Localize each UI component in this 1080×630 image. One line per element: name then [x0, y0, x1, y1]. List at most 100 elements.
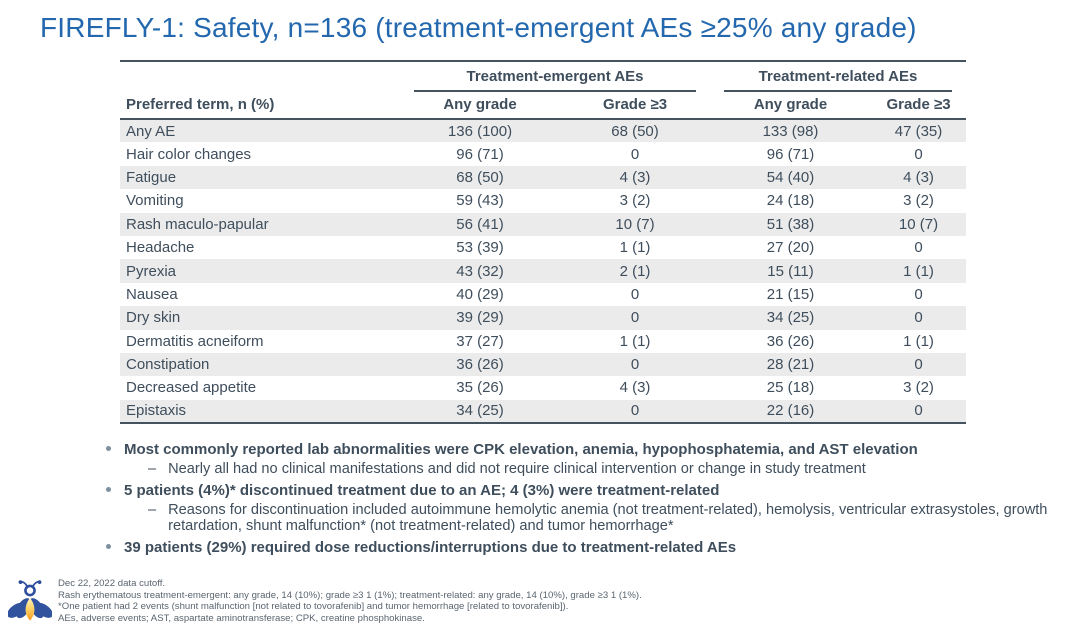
ae-value-cell: 51 (38) [766, 215, 815, 233]
ae-value-cell: 4 (3) [619, 168, 651, 186]
ae-term-cell: Dermatitis acneiform [126, 332, 264, 350]
ae-value-cell: 0 [914, 402, 923, 420]
ae-value-cell: 59 (43) [456, 192, 504, 210]
ae-value-cell: 22 (16) [766, 402, 815, 420]
ae-value-cell: 0 [914, 309, 923, 327]
bullet-text: 5 patients (4%)* discontinued treatment … [124, 482, 720, 499]
ae-value-cell: 0 [914, 356, 923, 374]
footnote-line: Dec 22, 2022 data cutoff. [58, 578, 166, 589]
bullet-dot-icon [106, 486, 111, 492]
footnote-line: *One patient had 2 events (shunt malfunc… [58, 601, 569, 613]
table-row: Epistaxis 34 (25) 0 22 (16) 0 [120, 399, 966, 424]
column-header-row: Preferred term, n (%) Any grade Grade ≥3… [120, 92, 966, 120]
ae-table-container: Treatment-emergent AEs Treatment-related… [120, 60, 966, 425]
bullet-item: 5 patients (4%)* discontinued treatment … [104, 482, 1064, 499]
ae-value-cell: 47 (35) [894, 122, 943, 140]
sub-bullet-dash: – [148, 502, 157, 518]
table-row: Decreased appetite 35 (26) 4 (3) 25 (18) 3 (… [120, 376, 966, 399]
col-header-tr-any-grade: Any grade [710, 92, 871, 120]
bullet-dot-icon [106, 445, 111, 451]
sub-bullet-dash: – [148, 461, 157, 477]
bullet-dot-icon [106, 543, 111, 549]
ae-value-cell: 1 (1) [619, 332, 651, 350]
ae-value-cell: 35 (26) [456, 379, 504, 397]
ae-term-cell: Nausea [126, 285, 178, 303]
ae-term-cell: Constipation [126, 356, 210, 374]
table-row: Hair color changes 96 (71) 0 96 (71) 0 [120, 142, 966, 165]
ae-value-cell: 54 (40) [766, 168, 815, 186]
ae-value-cell: 1 (1) [903, 332, 934, 350]
ae-value-cell: 96 (71) [766, 145, 815, 163]
ae-value-cell: 53 (39) [456, 239, 504, 257]
bullet-list: Most commonly reported lab abnormalities… [104, 436, 1064, 556]
ae-value-cell: 36 (26) [766, 332, 815, 350]
ae-value-cell: 0 [914, 285, 923, 303]
ae-value-cell: 4 (3) [903, 168, 934, 186]
table-row: Any AE 136 (100) 68 (50) 133 (98) 47 (35) [120, 119, 966, 143]
table-row: Vomiting 59 (43) 3 (2) 24 (18) 3 (2) [120, 189, 966, 212]
ae-value-cell: 3 (2) [903, 192, 934, 210]
ae-value-cell: 10 (7) [615, 215, 655, 233]
ae-value-cell: 36 (26) [456, 356, 504, 374]
col-header-preferred-term: Preferred term, n (%) [120, 92, 400, 120]
ae-value-cell: 136 (100) [447, 122, 513, 140]
ae-value-cell: 56 (41) [456, 215, 504, 233]
table-row: Constipation 36 (26) 0 28 (21) 0 [120, 352, 966, 377]
ae-value-cell: 15 (11) [767, 262, 814, 280]
ae-value-cell: 28 (21) [766, 356, 815, 374]
ae-term-cell: Dry skin [126, 309, 181, 327]
ae-term-cell: Headache [126, 239, 195, 257]
ae-value-cell: 0 [630, 309, 640, 327]
ae-value-cell: 0 [630, 285, 640, 303]
table-row: Fatigue 68 (50) 4 (3) 54 (40) 4 (3) [120, 165, 966, 190]
sub-bullet-item: – Nearly all had no clinical manifestatio… [148, 461, 1064, 477]
ae-value-cell: 0 [630, 402, 640, 420]
bullet-text: 39 patients (29%) required dose reductio… [124, 539, 737, 556]
ae-value-cell: 21 (15) [766, 285, 815, 303]
ae-term-cell: Pyrexia [126, 262, 177, 280]
ae-term-cell: Rash maculo-papular [126, 215, 269, 233]
ae-value-cell: 0 [914, 145, 923, 163]
ae-value-cell: 0 [630, 145, 640, 163]
ae-term-cell: Any AE [126, 122, 176, 140]
bullet-text: Most commonly reported lab abnormalities… [124, 441, 918, 458]
ae-value-cell: 40 (29) [456, 285, 504, 303]
col-header-te-any-grade: Any grade [400, 92, 560, 120]
ae-value-cell: 39 (29) [456, 309, 504, 327]
group-header-treatment-emergent: Treatment-emergent AEs [400, 61, 710, 92]
ae-value-cell: 68 (50) [456, 168, 504, 186]
bullet-item: Most commonly reported lab abnormalities… [104, 441, 1064, 458]
col-header-tr-grade3: Grade ≥3 [871, 92, 966, 120]
ae-value-cell: 3 (2) [903, 379, 934, 397]
table-row: Dermatitis acneiform 37 (27) 1 (1) 36 (26) 1… [120, 330, 966, 353]
ae-value-cell: 3 (2) [619, 192, 651, 210]
bullet-item: 39 patients (29%) required dose reductio… [104, 539, 1064, 556]
ae-term-cell: Fatigue [126, 168, 177, 186]
table-row: Dry skin 39 (29) 0 34 (25) 0 [120, 306, 966, 330]
ae-value-cell: 34 (25) [456, 402, 504, 420]
ae-value-cell: 1 (1) [619, 239, 651, 257]
ae-value-cell: 133 (98) [762, 122, 819, 140]
col-header-te-grade3: Grade ≥3 [560, 92, 710, 120]
ae-term-cell: Vomiting [126, 192, 184, 210]
ae-value-cell: 24 (18) [766, 192, 815, 210]
footnotes: Dec 22, 2022 data cutoff. Rash erythemato… [58, 578, 958, 624]
ae-table-body: Any AE 136 (100) 68 (50) 133 (98) 47 (35) Hai… [120, 119, 966, 424]
ae-value-cell: 43 (32) [456, 262, 504, 280]
ae-value-cell: 10 (7) [898, 215, 939, 233]
ae-value-cell: 27 (20) [766, 239, 815, 257]
sub-bullet-text: Reasons for discontinuation included aut… [168, 502, 1048, 534]
ae-term-cell: Epistaxis [126, 402, 187, 420]
ae-value-cell: 68 (50) [611, 122, 659, 140]
ae-value-cell: 2 (1) [619, 262, 651, 280]
ae-value-cell: 25 (18) [766, 379, 815, 397]
table-row: Pyrexia 43 (32) 2 (1) 15 (11) 1 (1) [120, 259, 966, 283]
sub-bullet-text: Nearly all had no clinical manifestation… [168, 461, 866, 477]
table-row: Rash maculo-papular 56 (41) 10 (7) 51 (38) 1… [120, 212, 966, 236]
footnote-line: AEs, adverse events; AST, aspartate amin… [58, 612, 425, 624]
ae-value-cell: 1 (1) [903, 262, 934, 280]
group-header-spacer [120, 61, 400, 92]
ae-term-cell: Hair color changes [126, 145, 252, 163]
ae-value-cell: 37 (27) [456, 332, 504, 350]
